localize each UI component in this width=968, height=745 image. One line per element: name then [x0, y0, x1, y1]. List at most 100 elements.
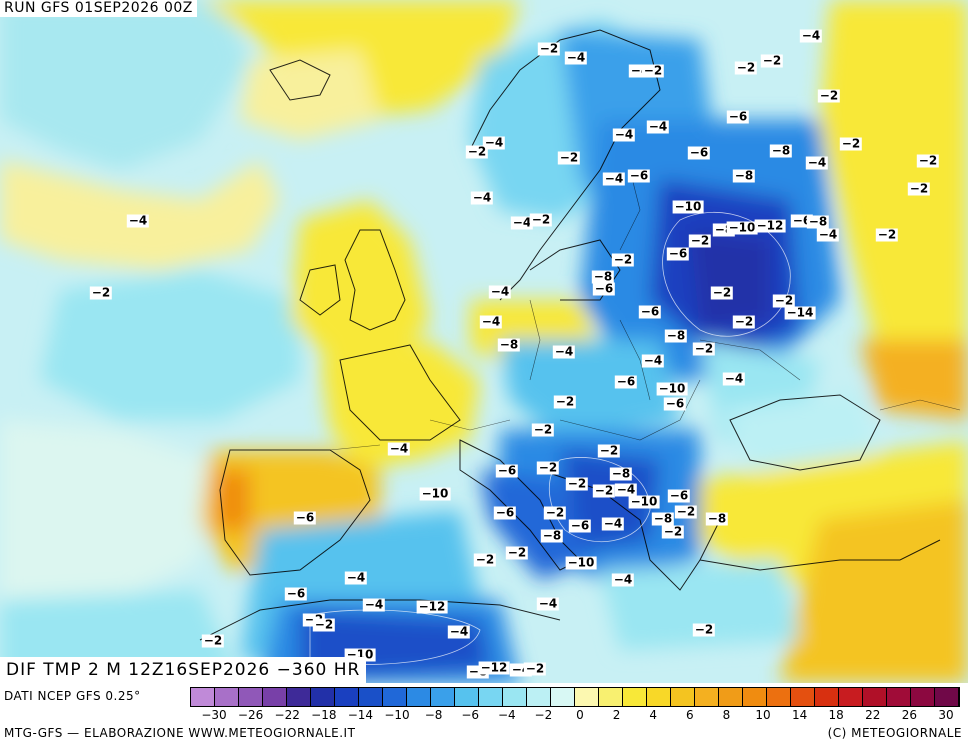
anomaly-label: −4 [362, 597, 386, 612]
anomaly-label: −2 [529, 212, 553, 227]
anomaly-label: −6 [493, 505, 517, 520]
anomaly-label: −2 [692, 341, 716, 356]
france-yellow-field [320, 340, 480, 470]
anomaly-label: −10 [672, 199, 704, 214]
anomaly-label: −4 [612, 127, 636, 142]
anomaly-label: −2 [531, 422, 555, 437]
anomaly-label: −6 [568, 518, 592, 533]
border-balkans [559, 379, 701, 441]
colorbar-swatch [863, 688, 887, 706]
anomaly-label: −4 [552, 344, 576, 359]
anomaly-label: −2 [89, 285, 113, 300]
anomaly-label: −4 [602, 171, 626, 186]
coastline-turkey [699, 539, 941, 571]
anomaly-label: −4 [479, 314, 503, 329]
colorbar-tick-label: 14 [791, 708, 808, 722]
anomaly-label: −10 [656, 381, 688, 396]
anomaly-label: −10 [565, 555, 597, 570]
anomaly-label: −2 [597, 443, 621, 458]
coastline-uk [344, 229, 406, 331]
middle-east-orange [780, 500, 968, 683]
colorbar-tick-label: −30 [201, 708, 227, 722]
anomaly-label: −8 [769, 143, 793, 158]
anomaly-label: −2 [688, 233, 712, 248]
anomaly-label: −4 [799, 28, 823, 43]
colorbar-tick-label: 30 [938, 708, 954, 722]
anomaly-label: −2 [465, 144, 489, 159]
cold-core-center [690, 230, 770, 330]
colorbar-swatch [767, 688, 791, 706]
anomaly-label: −4 [805, 155, 829, 170]
colorbar-tick-label: −18 [311, 708, 337, 722]
anomaly-label: −8 [591, 269, 615, 284]
colorbar-swatch [479, 688, 503, 706]
colorbar-swatch [503, 688, 527, 706]
footer: DATI NCEP GFS 0.25° −30 −26 −22 −18 −14 −10 −8… [0, 683, 968, 745]
anomaly-label: −2 [473, 552, 497, 567]
anomaly-label: −4 [510, 215, 534, 230]
anomaly-label: −6 [687, 145, 711, 160]
coastline-black-sea [729, 394, 881, 471]
anomaly-label: −8 [732, 168, 756, 183]
arctic-pale-field [240, 50, 380, 140]
colorbar-tick-label: −4 [497, 708, 516, 722]
colorbar-swatch [791, 688, 815, 706]
anomaly-label: −2 [523, 661, 547, 676]
colorbar-tick-label: −8 [424, 708, 443, 722]
colorbar-swatch [599, 688, 623, 706]
anomaly-label: −6 [495, 463, 519, 478]
black-sea-cyan [720, 390, 880, 480]
anomaly-label: −6 [293, 510, 317, 525]
colorbar-swatch [383, 688, 407, 706]
anomaly-label: −6 [614, 374, 638, 389]
anomaly-label: −6 [667, 488, 691, 503]
anomaly-label: −8 [664, 328, 688, 343]
anomaly-label: −8 [806, 214, 830, 229]
anomaly-label: −10 [628, 494, 660, 509]
anomaly-label: −8 [705, 511, 729, 526]
data-source-label: DATI NCEP GFS 0.25° [4, 689, 141, 703]
anomaly-label: −2 [692, 622, 716, 637]
colorbar-tick-label: 6 [685, 708, 694, 722]
anomaly-label: −10 [726, 220, 758, 235]
colorbar-swatch [527, 688, 551, 706]
anomaly-label: −4 [722, 371, 746, 386]
coastline-france [339, 344, 461, 441]
colorbar-swatch [215, 688, 239, 706]
border-spain-france [329, 444, 381, 451]
anomaly-label: −2 [201, 633, 225, 648]
border-ukraine-russia [699, 339, 801, 381]
colorbar-swatch [839, 688, 863, 706]
anomaly-label: −4 [470, 190, 494, 205]
anomaly-label: −2 [734, 60, 758, 75]
anomaly-label: −2 [907, 181, 931, 196]
coastline-scandinavia [469, 29, 661, 301]
anomaly-label: −4 [564, 50, 588, 65]
colorbar-swatch [191, 688, 215, 706]
copyright-label: (C) METEOGIORNALE [827, 726, 962, 740]
coastline-ireland [299, 264, 341, 316]
colorbar-swatch [743, 688, 767, 706]
colorbar-swatch [935, 688, 959, 706]
anomaly-label: −2 [674, 504, 698, 519]
coastline-baltic [529, 239, 621, 301]
anomaly-label: −4 [614, 482, 638, 497]
anomaly-label: −4 [601, 516, 625, 531]
coastline-iberia [219, 449, 371, 576]
anomaly-label: −4 [646, 119, 670, 134]
border-caucasus [879, 399, 961, 411]
east-med-cyan [600, 560, 800, 650]
colorbar-tick-label: −2 [534, 708, 553, 722]
colorbar-swatch [287, 688, 311, 706]
colorbar-swatch [623, 688, 647, 706]
colorbar-swatch [575, 688, 599, 706]
anomaly-label: −4 [611, 572, 635, 587]
border-germany-poland [529, 299, 541, 381]
anomaly-label: −2 [536, 460, 560, 475]
colorbar-swatch [407, 688, 431, 706]
contour-line-1 [662, 212, 791, 337]
atlantic-cyan-field [40, 270, 300, 420]
colorbar-swatch [815, 688, 839, 706]
anomaly-label: −2 [760, 53, 784, 68]
anomaly-label: −4 [387, 441, 411, 456]
